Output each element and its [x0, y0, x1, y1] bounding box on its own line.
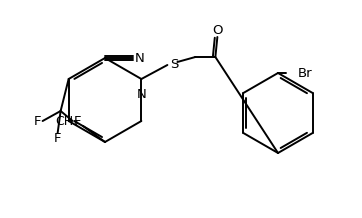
Text: F: F: [54, 133, 62, 145]
Text: N: N: [136, 87, 146, 100]
Text: Br: Br: [298, 66, 313, 80]
Text: O: O: [212, 24, 223, 36]
Text: N: N: [135, 51, 145, 65]
Text: CH₃: CH₃: [55, 114, 78, 128]
Text: F: F: [74, 114, 81, 128]
Text: S: S: [170, 58, 178, 70]
Text: F: F: [34, 114, 41, 128]
